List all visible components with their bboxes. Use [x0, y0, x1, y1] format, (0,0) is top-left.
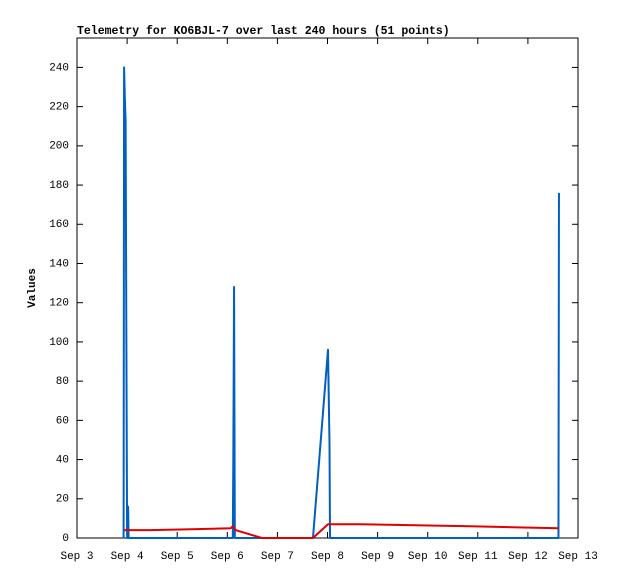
x-tick-label: Sep 8: [311, 551, 344, 563]
y-tick-label: 140: [49, 258, 69, 270]
y-tick-label: 20: [56, 494, 69, 506]
y-axis-label: Values: [27, 268, 39, 308]
x-tick-label: Sep 4: [111, 551, 144, 563]
x-tick-label: Sep 10: [408, 551, 448, 563]
y-tick-label: 120: [49, 298, 69, 310]
y-tick-label: 60: [56, 415, 69, 427]
x-tick-label: Sep 3: [60, 551, 93, 563]
x-tick-label: Sep 5: [161, 551, 194, 563]
x-tick-label: Sep 6: [211, 551, 244, 563]
y-tick-label: 200: [49, 141, 69, 153]
x-tick-label: Sep 11: [458, 551, 498, 563]
plot-frame: [76, 37, 579, 539]
chart-title: Telemetry for KO6BJL-7 over last 240 hou…: [77, 25, 450, 38]
y-tick-label: 180: [49, 180, 69, 192]
y-tick-label: 240: [49, 62, 69, 74]
y-tick-label: 160: [49, 219, 69, 231]
x-tick-label: Sep 9: [361, 551, 394, 563]
y-tick-label: 80: [56, 376, 69, 388]
series-line: [124, 523, 559, 539]
y-tick-label: 40: [56, 454, 69, 466]
x-tick-label: Sep 7: [261, 551, 294, 563]
x-tick-label: Sep 13: [558, 551, 598, 563]
y-tick-label: 0: [62, 533, 69, 545]
y-tick-label: 100: [49, 337, 69, 349]
series-line: [122, 66, 560, 539]
x-tick-label: Sep 12: [508, 551, 548, 563]
y-tick-label: 220: [49, 102, 69, 114]
